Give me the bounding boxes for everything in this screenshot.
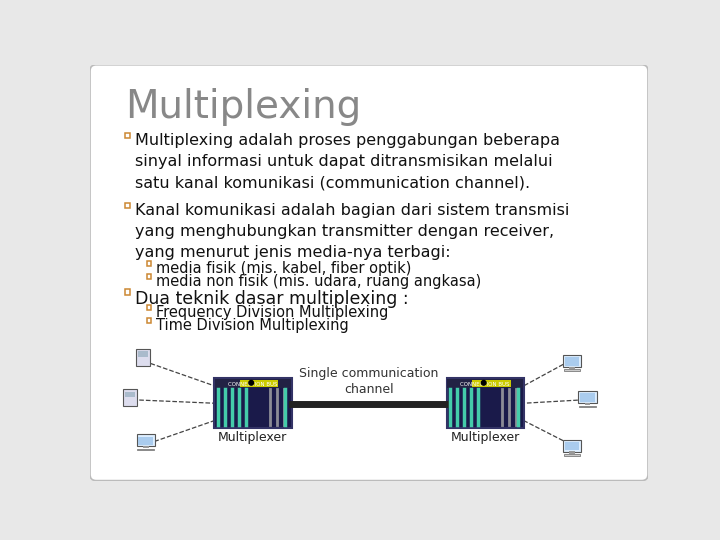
Text: Dua teknik dasar multiplexing :: Dua teknik dasar multiplexing :: [135, 289, 408, 308]
Bar: [125, 289, 130, 295]
Text: media fisik (mis. kabel, fiber optik): media fisik (mis. kabel, fiber optik): [156, 261, 411, 276]
Bar: [447, 379, 523, 388]
Bar: [138, 352, 148, 357]
Bar: [563, 440, 581, 452]
Bar: [564, 369, 580, 371]
Bar: [564, 442, 580, 450]
Bar: [143, 446, 148, 448]
Bar: [125, 133, 130, 138]
Bar: [147, 261, 151, 266]
Text: Multiplexer: Multiplexer: [451, 431, 520, 444]
Text: CONNECTION BUS: CONNECTION BUS: [228, 382, 277, 387]
Bar: [579, 406, 596, 407]
Bar: [563, 355, 581, 367]
Bar: [472, 380, 510, 387]
Text: Time Division Multiplexing: Time Division Multiplexing: [156, 318, 348, 333]
Bar: [138, 437, 153, 445]
Bar: [564, 357, 580, 366]
Text: Kanal komunikasi adalah bagian dari sistem transmisi
yang menghubungkan transmit: Kanal komunikasi adalah bagian dari sist…: [135, 204, 570, 260]
Bar: [446, 378, 524, 428]
Bar: [578, 392, 597, 403]
Bar: [147, 305, 151, 309]
Bar: [125, 392, 135, 397]
Bar: [580, 394, 595, 402]
Circle shape: [249, 381, 253, 385]
Bar: [214, 378, 292, 428]
Text: Multiplexer: Multiplexer: [218, 431, 287, 444]
Bar: [125, 203, 130, 208]
Bar: [124, 389, 137, 406]
Bar: [585, 403, 590, 405]
Bar: [570, 451, 575, 454]
Text: Multiplexing: Multiplexing: [125, 88, 361, 126]
Text: Single communication
channel: Single communication channel: [300, 367, 438, 396]
Bar: [240, 380, 279, 387]
Bar: [138, 449, 154, 450]
Bar: [136, 349, 150, 366]
Text: Frequency Division Multiplexing: Frequency Division Multiplexing: [156, 305, 388, 320]
Bar: [570, 367, 575, 369]
FancyBboxPatch shape: [90, 65, 648, 481]
Bar: [215, 379, 291, 388]
Bar: [137, 434, 155, 447]
Bar: [147, 318, 151, 323]
Circle shape: [482, 381, 486, 385]
Text: CONNECTION BUS: CONNECTION BUS: [461, 382, 510, 387]
Bar: [564, 454, 580, 456]
Text: media non fisik (mis. udara, ruang angkasa): media non fisik (mis. udara, ruang angka…: [156, 274, 481, 289]
Text: Multiplexing adalah proses penggabungan beberapa
sinyal informasi untuk dapat di: Multiplexing adalah proses penggabungan …: [135, 133, 560, 190]
Bar: [147, 274, 151, 279]
